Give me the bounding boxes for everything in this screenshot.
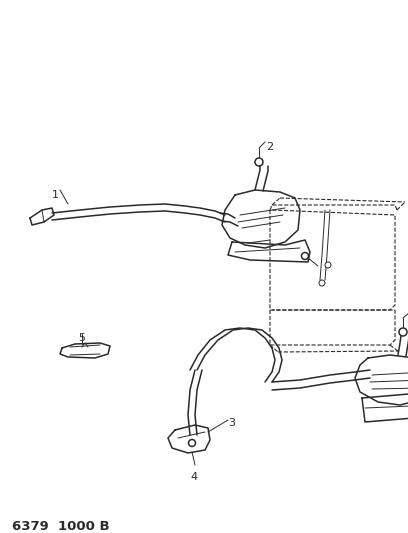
Text: 4: 4 xyxy=(190,472,197,482)
Text: 1: 1 xyxy=(52,190,59,200)
Circle shape xyxy=(255,158,263,166)
Circle shape xyxy=(325,262,331,268)
Circle shape xyxy=(302,253,308,260)
Circle shape xyxy=(319,280,325,286)
Circle shape xyxy=(399,328,407,336)
Text: 6379  1000 B: 6379 1000 B xyxy=(12,520,110,532)
Text: 3: 3 xyxy=(228,418,235,428)
Circle shape xyxy=(188,440,195,447)
Text: 2: 2 xyxy=(266,142,273,152)
Text: 5: 5 xyxy=(78,333,85,343)
